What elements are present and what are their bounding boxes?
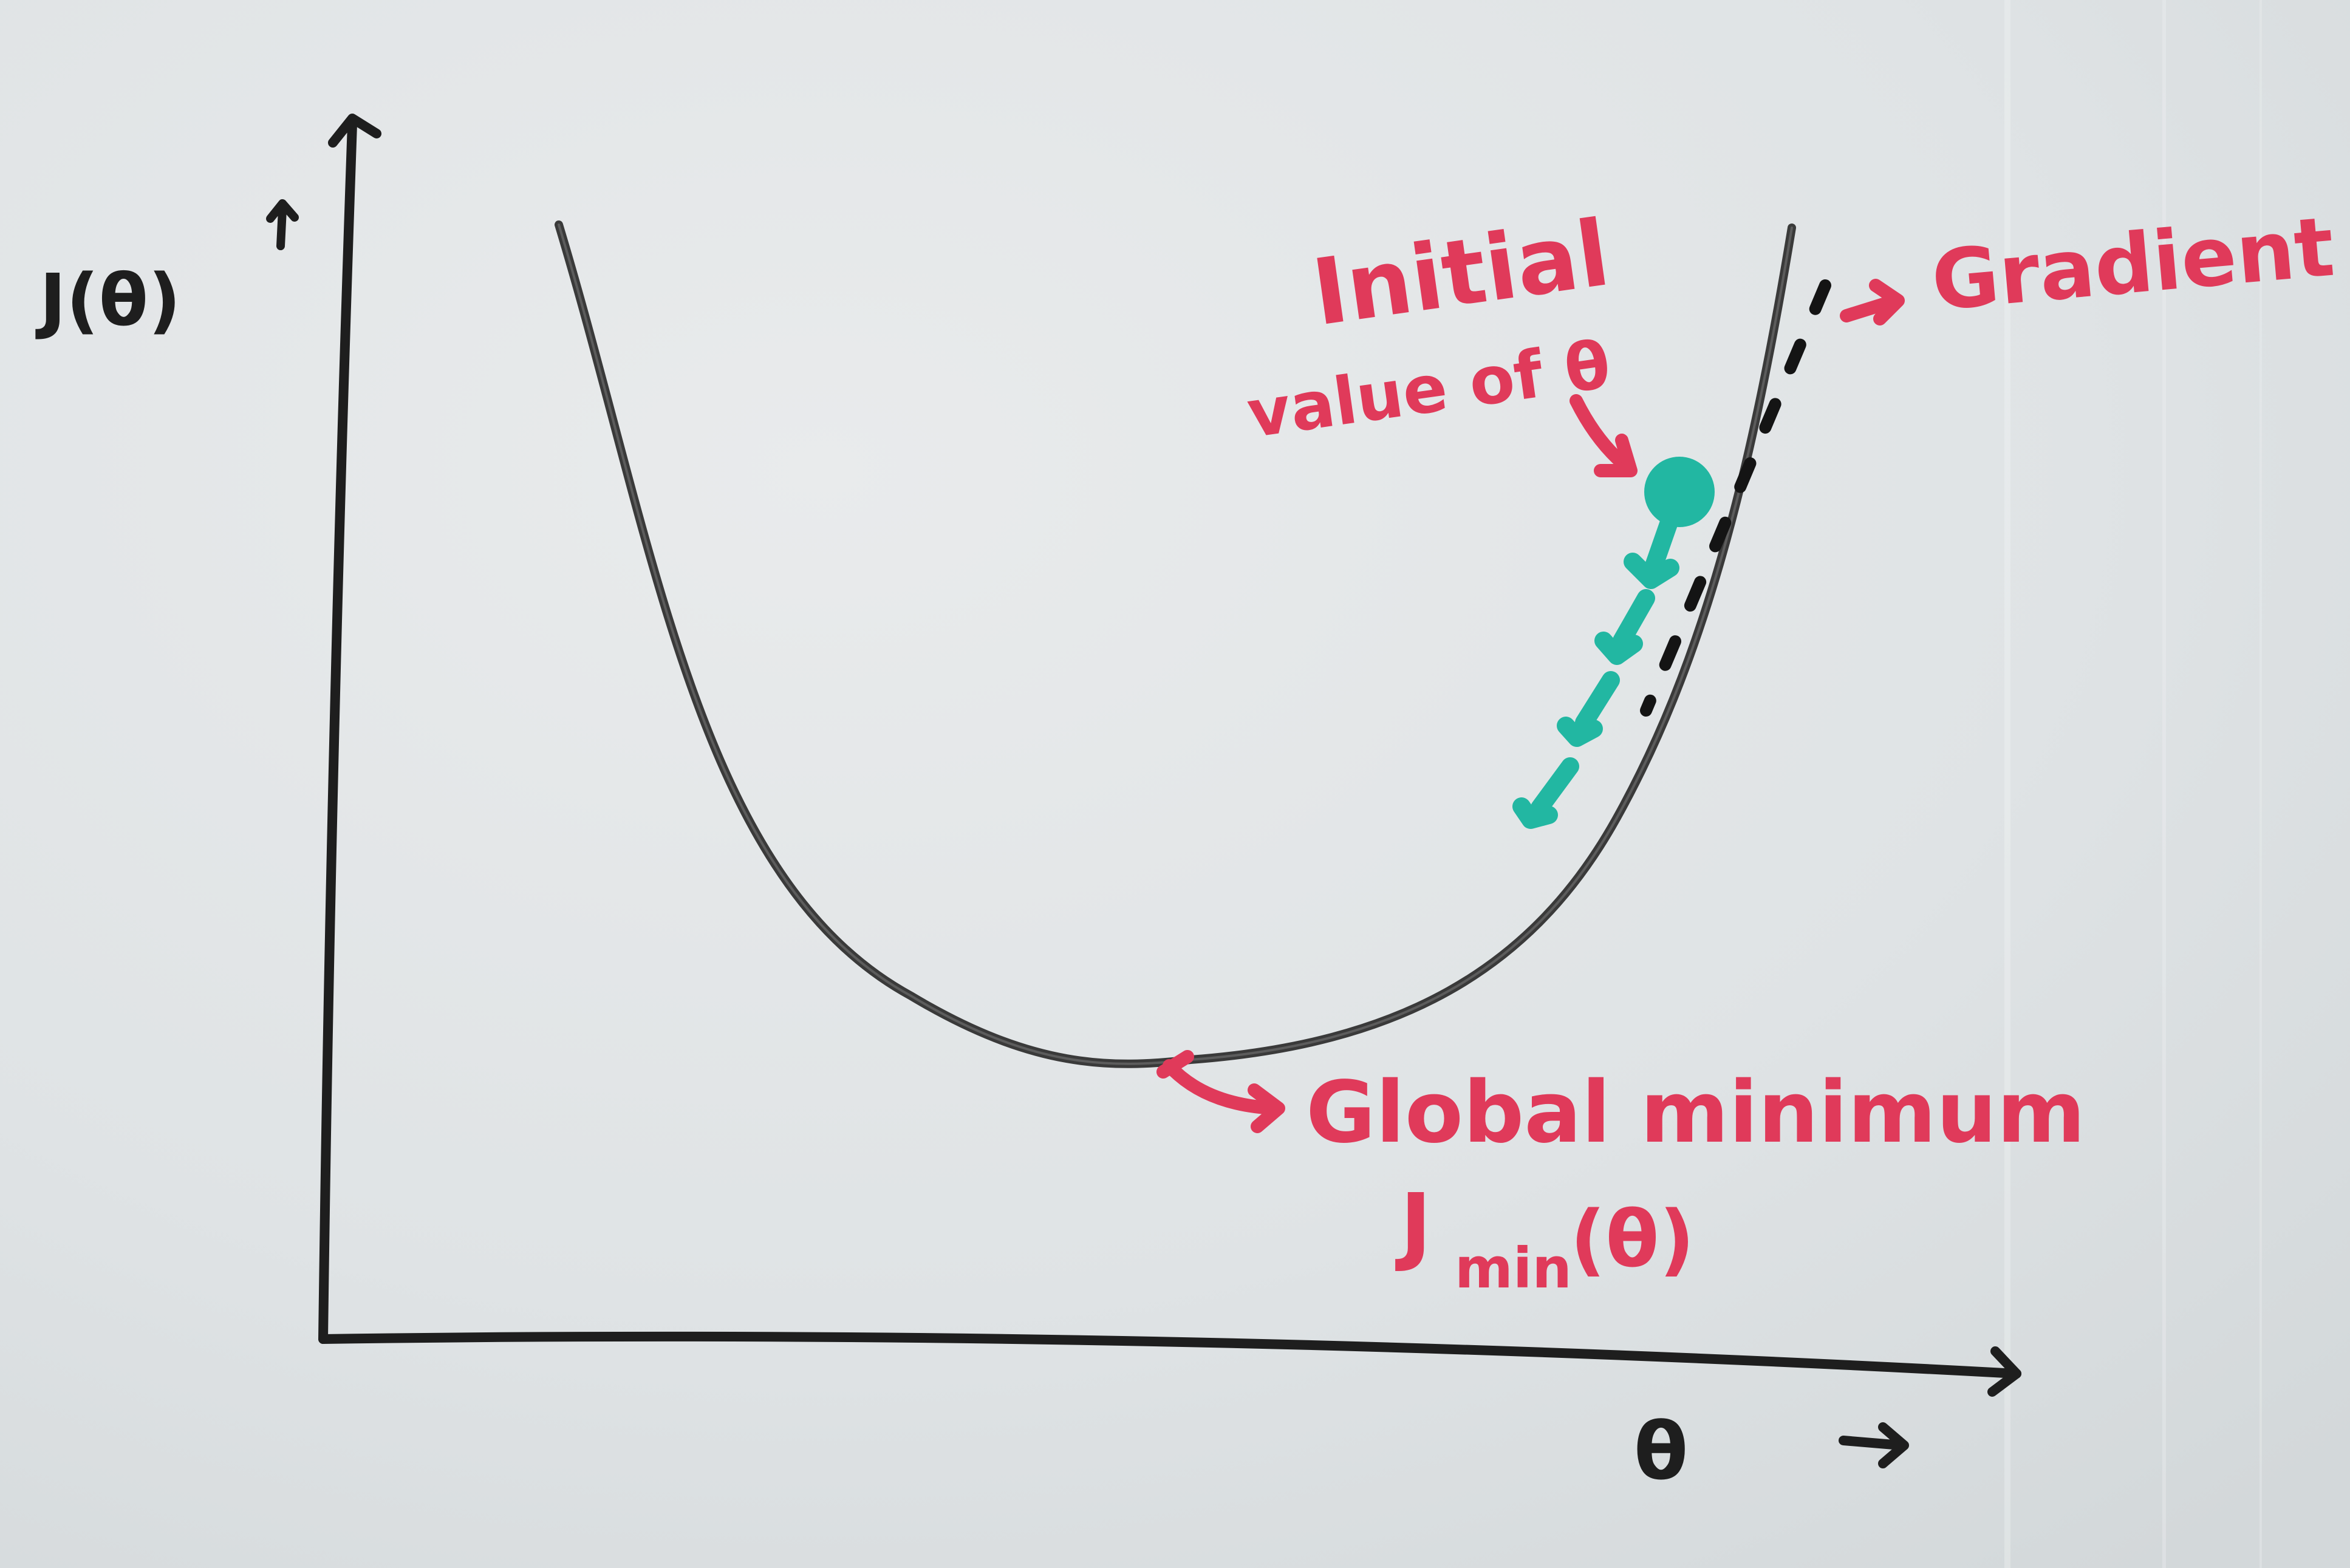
j-min-label: J min (θ): [1395, 1176, 1695, 1301]
gradient-arrowhead: [1869, 279, 1905, 326]
global-minimum-arrowhead: [1248, 1083, 1285, 1133]
descent-step-3: [1575, 671, 1620, 732]
initial-value-arrowhead: [1594, 434, 1638, 477]
x-axis: [318, 1331, 2021, 1397]
descent-step-4: [1531, 757, 1579, 817]
x-axis-line: [318, 1331, 2021, 1379]
j-min-main: J: [1395, 1176, 1432, 1275]
y-axis: [318, 114, 381, 1344]
descent-step-3-arrowhead: [1557, 717, 1603, 747]
descent-step-1-arrowhead: [1624, 553, 1679, 589]
x-axis-arrowhead: [1987, 1346, 2021, 1397]
descent-step-2: [1613, 589, 1655, 650]
j-min-argument: (θ): [1570, 1195, 1695, 1285]
global-minimum-label: Global minimum: [1306, 1063, 2085, 1162]
y-axis-line: [318, 120, 357, 1344]
y-label-up-arrow: [266, 199, 299, 250]
descent-step-4-arrowhead: [1512, 797, 1558, 829]
y-axis-label: J(θ): [35, 258, 181, 342]
descent-steps: [1512, 513, 1679, 829]
global-minimum-arrow: [1163, 1059, 1282, 1115]
global-minimum-arrow-tail: [1156, 1050, 1194, 1079]
y-axis-arrowhead: [328, 114, 381, 148]
j-min-subscript: min: [1455, 1236, 1572, 1301]
board-reflection: [2004, 0, 2262, 1568]
descent-step-1: [1643, 513, 1678, 580]
descent-step-2-arrowhead: [1594, 632, 1643, 665]
red-arrows: [1156, 279, 1905, 1133]
initial-value-arrow: [1570, 394, 1634, 474]
initial-theta-point: [1644, 457, 1715, 527]
gradient-tangent-line: [1640, 279, 1831, 717]
x-label-right-arrow: [1839, 1422, 1909, 1468]
x-axis-label: θ: [1634, 1405, 1688, 1498]
